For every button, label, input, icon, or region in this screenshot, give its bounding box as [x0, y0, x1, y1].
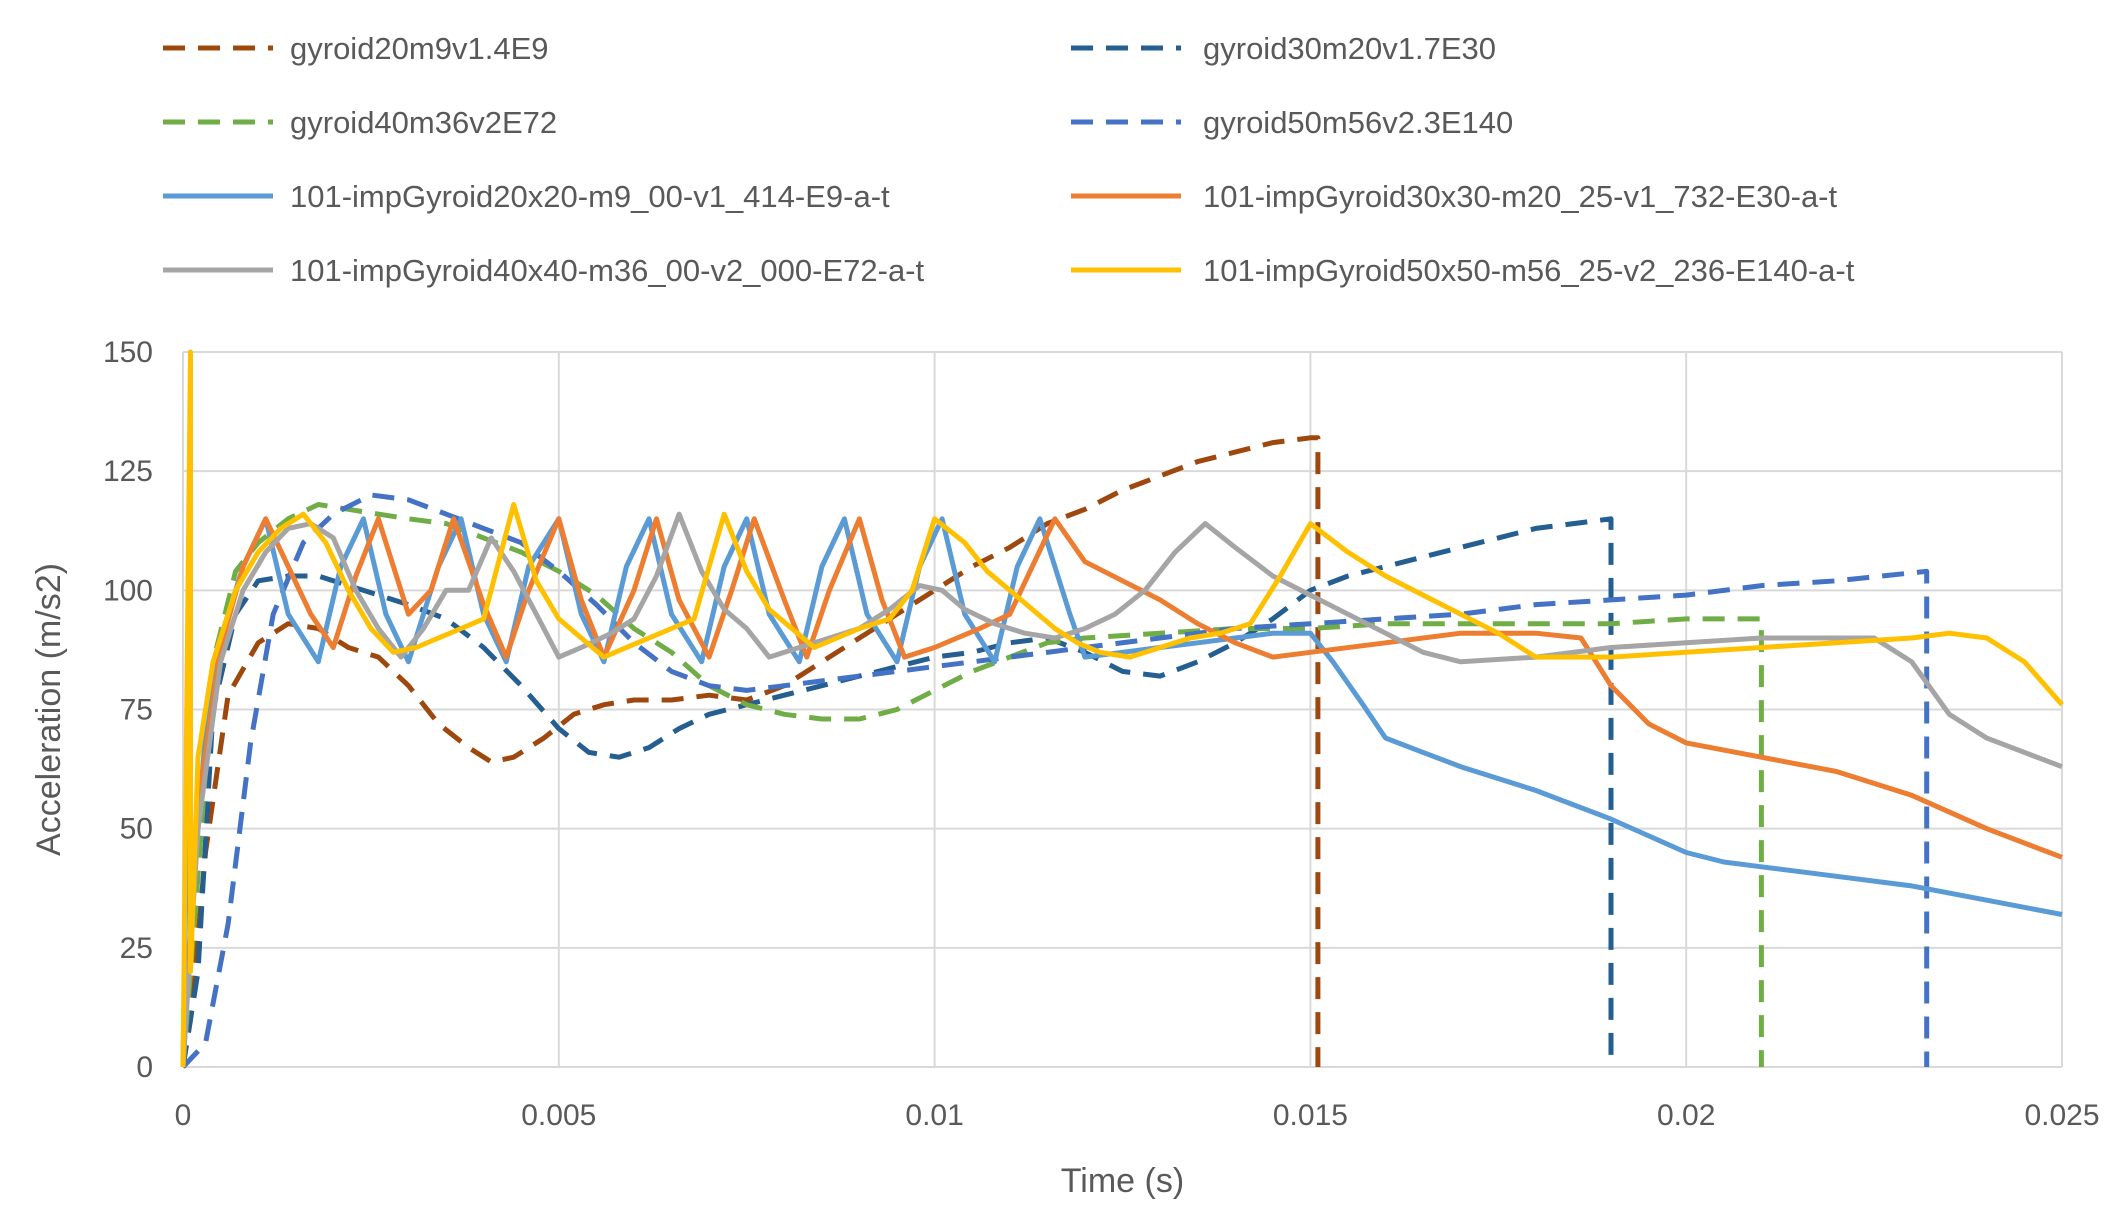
- y-tick-label: 125: [103, 455, 153, 488]
- y-tick-label: 75: [120, 694, 153, 727]
- y-tick-label: 150: [103, 336, 153, 369]
- x-tick-label: 0.02: [1657, 1099, 1715, 1132]
- legend: gyroid20m9v1.4E9 gyroid30m20v1.7E30 gyroid…: [163, 31, 1855, 288]
- x-axis-title: Time (s): [1061, 1162, 1184, 1200]
- series-line-7: [180, 511, 2063, 1068]
- x-tick-label: 0.025: [2024, 1099, 2099, 1132]
- legend-label-3: gyroid40m36v2E72: [290, 105, 557, 140]
- x-tick-label: 0: [175, 1099, 192, 1132]
- y-axis-title: Acceleration (m/s2): [30, 563, 68, 856]
- x-tick-label: 0.005: [521, 1099, 596, 1132]
- plot-area: [180, 349, 2064, 1069]
- series-line-8: [180, 349, 2064, 1068]
- y-tick-label: 25: [120, 932, 153, 965]
- chart-gridlines: [182, 351, 2063, 1068]
- y-tick-label: 50: [120, 813, 153, 846]
- legend-label-6: 101-impGyroid30x30-m20_25-v1_732-E30-a-t: [1203, 179, 1838, 214]
- legend-label-1: gyroid20m9v1.4E9: [290, 31, 549, 66]
- x-tick-label: 0.01: [905, 1099, 963, 1132]
- legend-label-4: gyroid50m56v2.3E140: [1203, 105, 1513, 140]
- x-tick-label: 0.015: [1273, 1099, 1348, 1132]
- legend-label-7: 101-impGyroid40x40-m36_00-v2_000-E72-a-t: [290, 253, 925, 288]
- series-line-5: [180, 516, 2063, 1068]
- legend-label-5: 101-impGyroid20x20-m9_00-v1_414-E9-a-t: [290, 179, 890, 214]
- series-line-4: [181, 492, 1930, 1069]
- legend-label-2: gyroid30m20v1.7E30: [1203, 31, 1496, 66]
- legend-label-8: 101-impGyroid50x50-m56_25-v2_236-E140-a-…: [1203, 253, 1855, 288]
- tick-labels: 0 25 50 75 100 125 150 0 0.005 0.01 0.015 0.02 0.025: [103, 336, 2100, 1132]
- series-line-6: [180, 516, 2063, 1068]
- y-tick-label: 0: [136, 1051, 153, 1084]
- y-tick-label: 100: [103, 574, 153, 607]
